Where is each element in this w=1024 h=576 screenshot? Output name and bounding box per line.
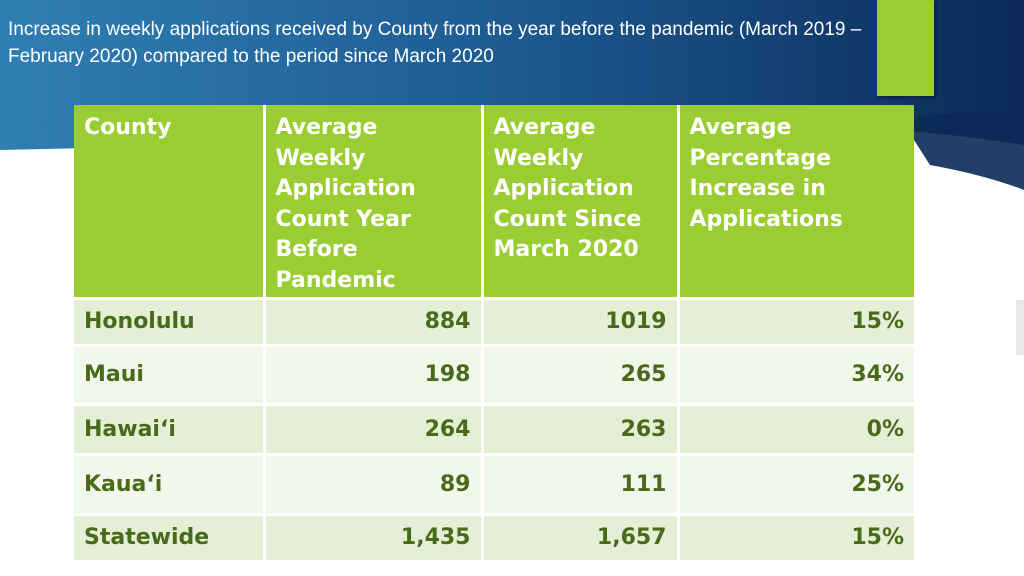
- county-cell: Maui: [74, 345, 266, 406]
- table-row: Hawai‘i 264 263 0%: [74, 404, 914, 456]
- header-county: County: [74, 105, 266, 300]
- since-cell: 1,657: [482, 514, 680, 563]
- increase-cell: 15%: [678, 298, 914, 347]
- before-cell: 884: [264, 298, 484, 347]
- since-cell: 111: [482, 454, 680, 516]
- county-applications-table: County Average Weekly Application Count …: [74, 105, 914, 563]
- table-row: Statewide 1,435 1,657 15%: [74, 514, 914, 563]
- county-cell: Hawai‘i: [74, 404, 266, 456]
- since-cell: 265: [482, 345, 680, 406]
- header-before-pandemic: Average Weekly Application Count Year Be…: [264, 105, 484, 300]
- table-header-row: County Average Weekly Application Count …: [74, 105, 914, 300]
- since-cell: 1019: [482, 298, 680, 347]
- before-cell: 89: [264, 454, 484, 516]
- since-cell: 263: [482, 404, 680, 456]
- table-row: Honolulu 884 1019 15%: [74, 298, 914, 347]
- header-since-march-2020: Average Weekly Application Count Since M…: [482, 105, 680, 300]
- increase-cell: 15%: [678, 514, 914, 563]
- table-row: Kaua‘i 89 111 25%: [74, 454, 914, 516]
- increase-cell: 34%: [678, 345, 914, 406]
- county-cell: Kaua‘i: [74, 454, 266, 516]
- increase-cell: 0%: [678, 404, 914, 456]
- page-title: Increase in weekly applications received…: [8, 19, 862, 67]
- accent-bar: [877, 0, 934, 96]
- before-cell: 198: [264, 345, 484, 406]
- increase-cell: 25%: [678, 454, 914, 516]
- header-percentage-increase: Average Percentage Increase in Applicati…: [678, 105, 914, 300]
- county-cell: Statewide: [74, 514, 266, 563]
- before-cell: 1,435: [264, 514, 484, 563]
- table-row: Maui 198 265 34%: [74, 345, 914, 406]
- county-cell: Honolulu: [74, 298, 266, 347]
- decorative-edge: [1016, 300, 1024, 355]
- before-cell: 264: [264, 404, 484, 456]
